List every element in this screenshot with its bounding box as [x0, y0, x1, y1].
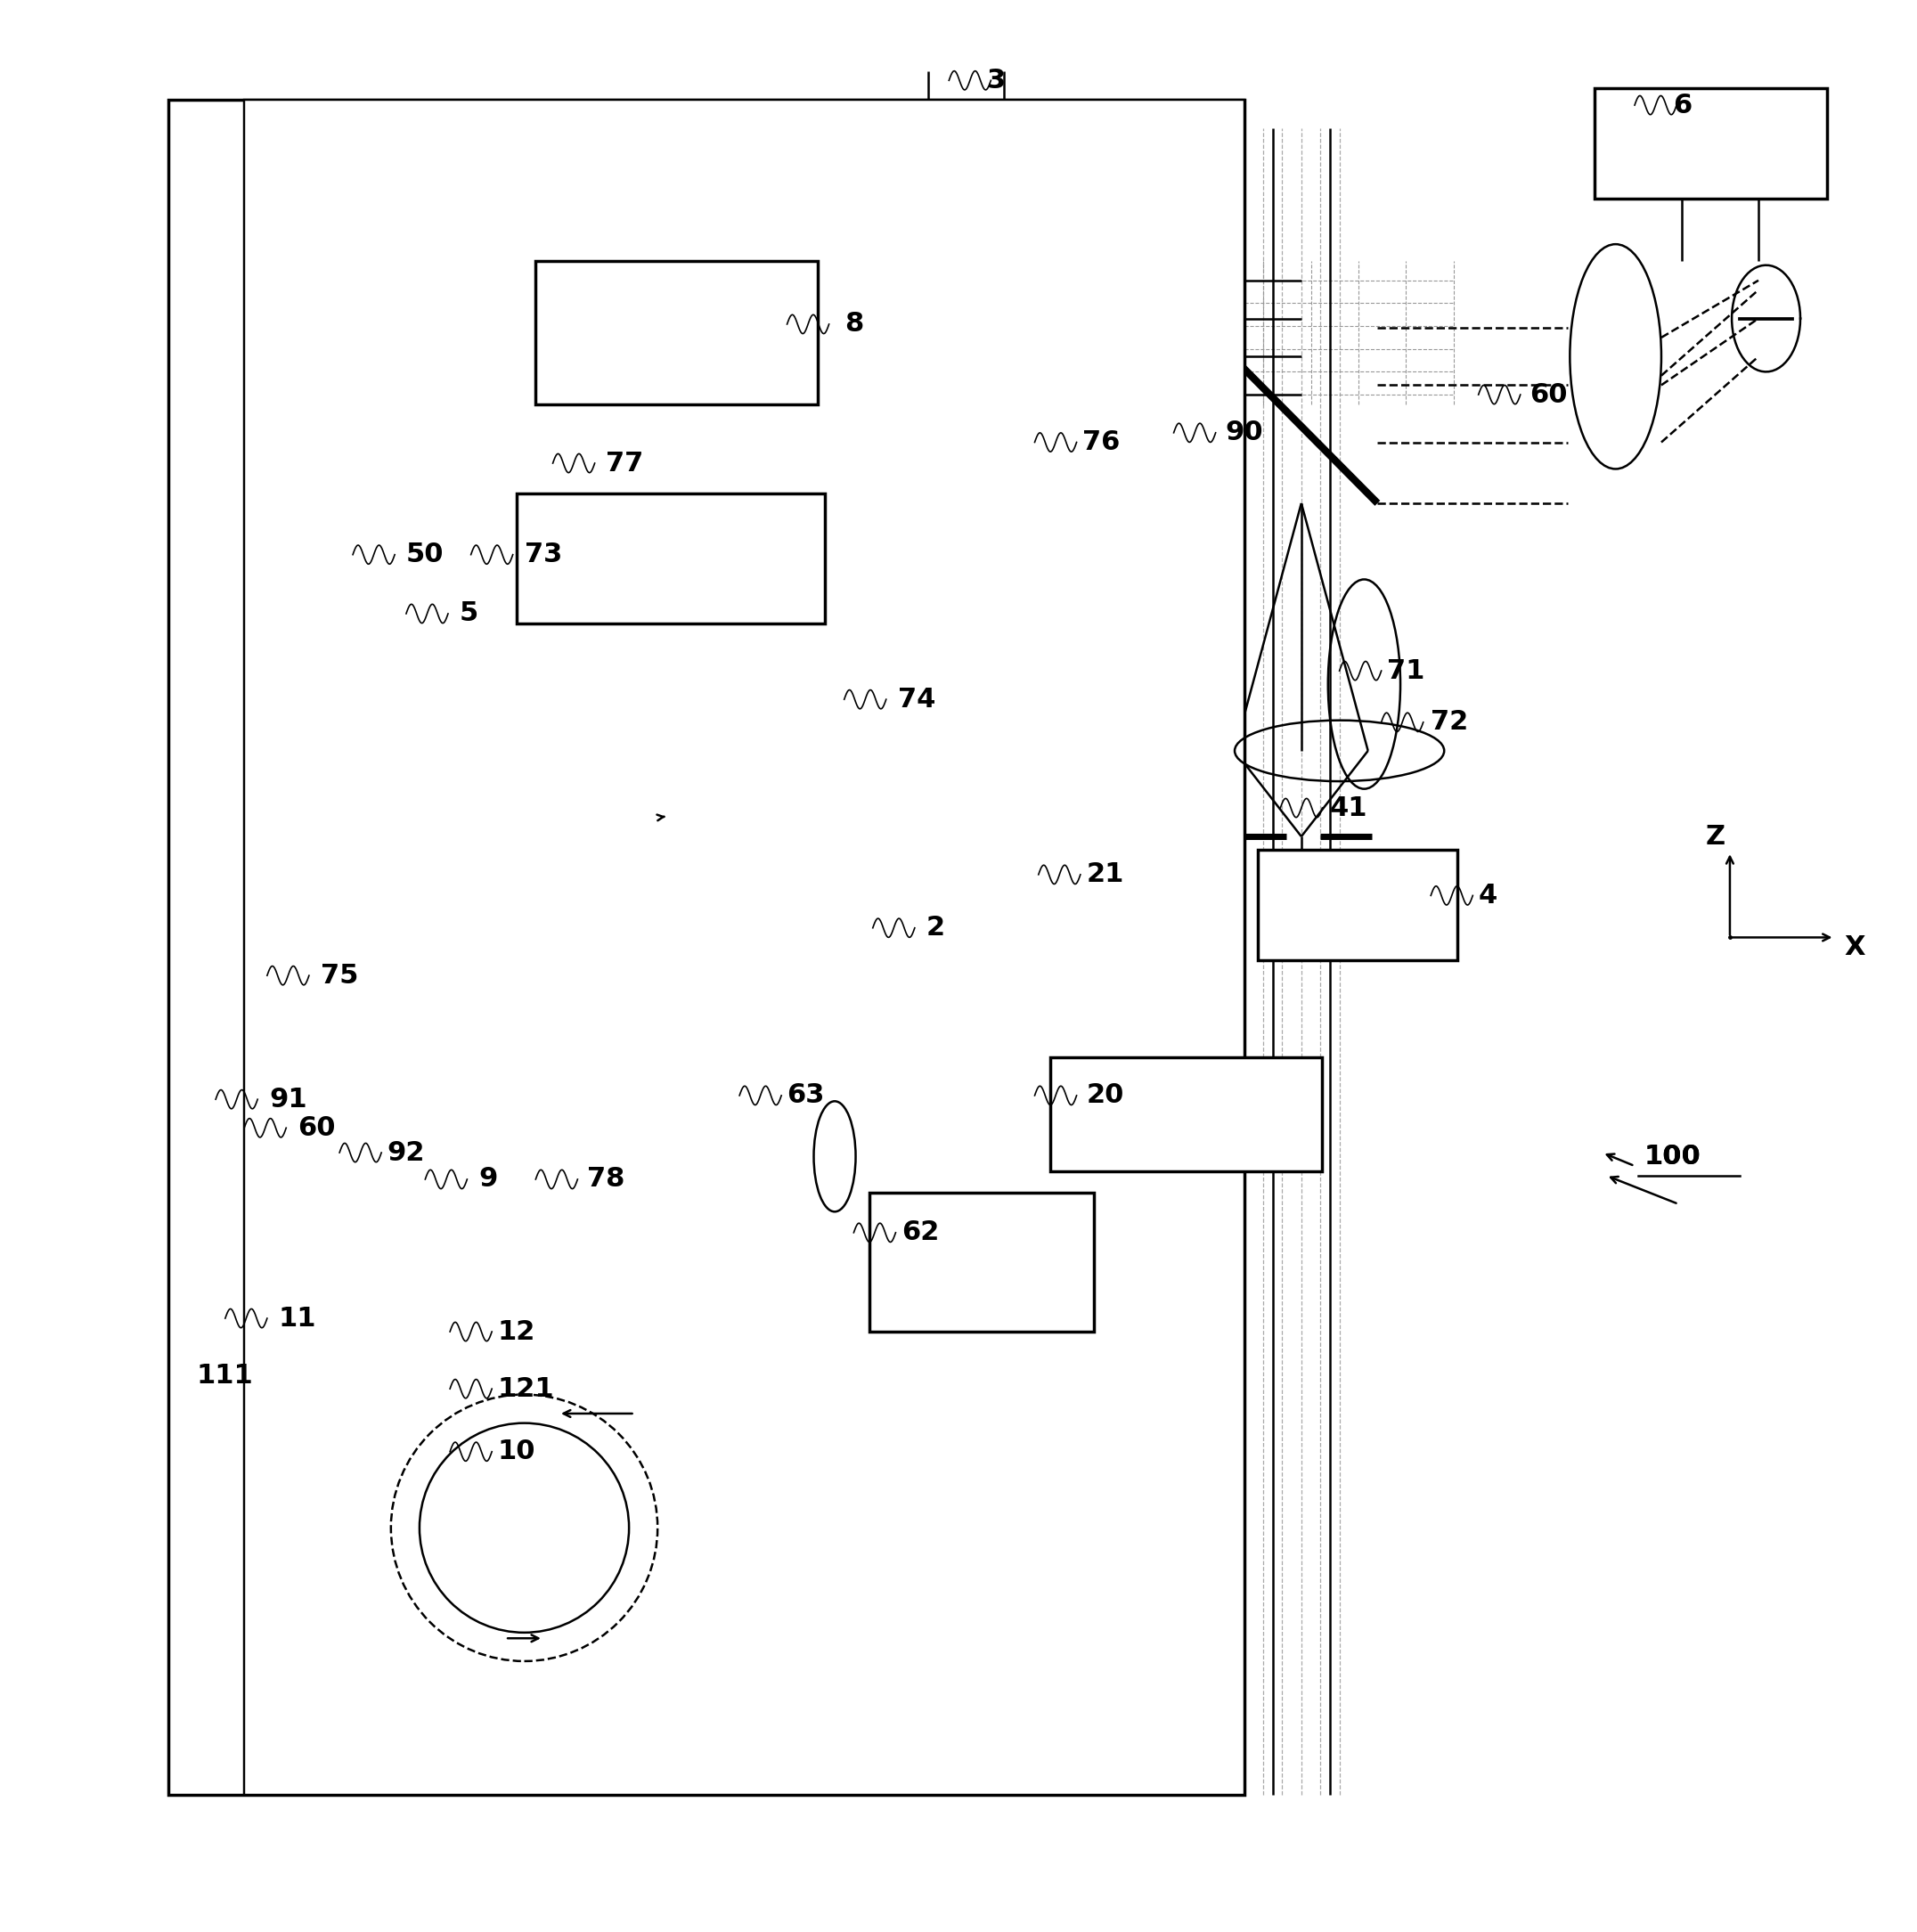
- Bar: [1051, 1057, 1323, 1171]
- Text: 60: 60: [297, 1115, 335, 1140]
- Text: 111: 111: [197, 1362, 253, 1389]
- Text: Z: Z: [1704, 823, 1725, 850]
- Bar: [243, 99, 1244, 1795]
- Text: 75: 75: [320, 962, 358, 989]
- Text: 74: 74: [897, 686, 935, 713]
- Bar: [535, 261, 817, 404]
- Text: 60: 60: [1530, 383, 1568, 408]
- Text: 92: 92: [387, 1140, 426, 1165]
- Text: X: X: [1844, 933, 1865, 960]
- Text: 100: 100: [1645, 1144, 1700, 1169]
- Text: 91: 91: [268, 1086, 307, 1113]
- Text: 121: 121: [498, 1376, 554, 1403]
- Text: 78: 78: [587, 1167, 625, 1192]
- Text: 50: 50: [406, 541, 445, 568]
- Text: 6: 6: [1674, 93, 1691, 118]
- Text: 9: 9: [479, 1167, 498, 1192]
- Text: 11: 11: [278, 1306, 316, 1331]
- Text: 41: 41: [1330, 794, 1367, 821]
- Bar: [516, 495, 824, 624]
- Text: 10: 10: [498, 1439, 535, 1464]
- Text: 21: 21: [1087, 862, 1123, 887]
- Text: 5: 5: [460, 601, 479, 626]
- Text: 2: 2: [926, 916, 945, 941]
- Bar: [1595, 89, 1827, 199]
- Text: 100: 100: [1645, 1144, 1700, 1169]
- Text: 73: 73: [523, 541, 562, 568]
- Text: 77: 77: [606, 450, 644, 475]
- Bar: [1258, 850, 1457, 960]
- Bar: [868, 1192, 1095, 1331]
- Bar: [169, 99, 1244, 1795]
- Text: 12: 12: [498, 1320, 535, 1345]
- Text: 63: 63: [788, 1082, 824, 1109]
- Text: 4: 4: [1478, 883, 1497, 908]
- Text: 71: 71: [1388, 659, 1424, 684]
- Text: 3: 3: [987, 68, 1006, 93]
- Text: 8: 8: [843, 311, 863, 336]
- Text: 62: 62: [901, 1219, 939, 1246]
- Text: 20: 20: [1087, 1082, 1123, 1109]
- Text: 72: 72: [1430, 709, 1468, 736]
- Text: 76: 76: [1083, 429, 1120, 456]
- Text: 90: 90: [1225, 419, 1263, 446]
